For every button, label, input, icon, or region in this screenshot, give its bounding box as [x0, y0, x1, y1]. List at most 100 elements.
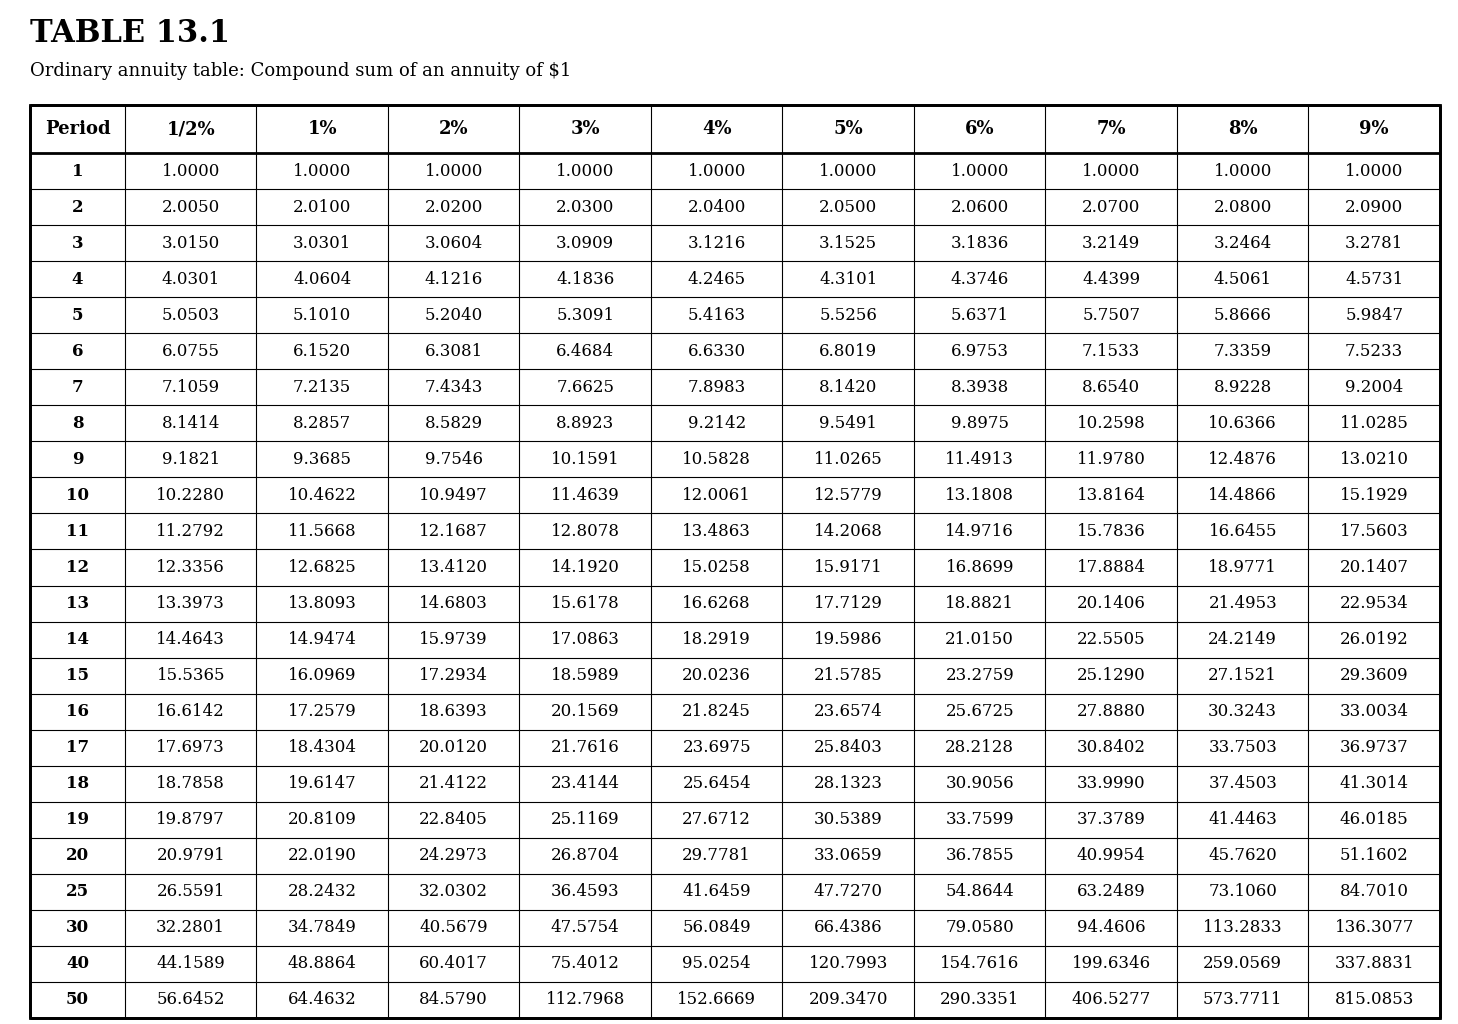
Text: 13.1808: 13.1808 [945, 486, 1015, 504]
Text: 23.6975: 23.6975 [682, 739, 751, 756]
Text: 26.0192: 26.0192 [1340, 631, 1408, 648]
Text: 18.2919: 18.2919 [682, 631, 751, 648]
Text: 27.1521: 27.1521 [1209, 667, 1277, 684]
Text: 8.1414: 8.1414 [162, 415, 220, 432]
Text: 20.9791: 20.9791 [156, 847, 225, 864]
Text: 18.8821: 18.8821 [945, 595, 1015, 612]
Text: 14.6803: 14.6803 [420, 595, 488, 612]
Text: 1.0000: 1.0000 [555, 163, 614, 179]
Text: 6.3081: 6.3081 [424, 343, 483, 359]
Text: 56.6452: 56.6452 [156, 991, 225, 1009]
Text: 3.2149: 3.2149 [1082, 234, 1140, 252]
Text: 19.6147: 19.6147 [287, 775, 357, 793]
Text: 1/2%: 1/2% [166, 120, 216, 138]
Text: 17.6973: 17.6973 [156, 739, 225, 756]
Text: 6.8019: 6.8019 [819, 343, 878, 359]
Text: 13.4863: 13.4863 [682, 523, 751, 540]
Text: 6.6330: 6.6330 [688, 343, 746, 359]
Text: 2.0700: 2.0700 [1082, 199, 1140, 216]
Text: 5.0503: 5.0503 [162, 306, 220, 324]
Text: 15.0258: 15.0258 [682, 559, 751, 575]
Text: 5.5256: 5.5256 [819, 306, 878, 324]
Text: 8%: 8% [1228, 120, 1258, 138]
Text: 3.1525: 3.1525 [819, 234, 878, 252]
Text: 406.5277: 406.5277 [1072, 991, 1150, 1009]
Text: 12.6825: 12.6825 [287, 559, 357, 575]
Text: 47.7270: 47.7270 [814, 884, 882, 900]
Text: 14.1920: 14.1920 [551, 559, 620, 575]
Text: 6%: 6% [965, 120, 994, 138]
Text: 15.9739: 15.9739 [420, 631, 488, 648]
Text: 9.2142: 9.2142 [688, 415, 746, 432]
Text: 4%: 4% [701, 120, 732, 138]
Text: 5: 5 [71, 306, 83, 324]
Text: 1: 1 [71, 163, 83, 179]
Text: 3.1836: 3.1836 [951, 234, 1009, 252]
Text: 16.0969: 16.0969 [289, 667, 357, 684]
Text: 20.0236: 20.0236 [682, 667, 751, 684]
Text: 40.5679: 40.5679 [420, 920, 488, 936]
Text: 6.4684: 6.4684 [555, 343, 614, 359]
Text: 2.0050: 2.0050 [162, 199, 220, 216]
Text: 5.1010: 5.1010 [293, 306, 351, 324]
Text: 21.4953: 21.4953 [1209, 595, 1277, 612]
Text: 3.2781: 3.2781 [1346, 234, 1404, 252]
Text: 10.9497: 10.9497 [420, 486, 488, 504]
Text: 154.7616: 154.7616 [940, 955, 1019, 973]
Text: 15: 15 [66, 667, 89, 684]
Text: 22.5505: 22.5505 [1077, 631, 1146, 648]
Text: 7%: 7% [1096, 120, 1126, 138]
Text: 11.4639: 11.4639 [551, 486, 620, 504]
Text: 13.8164: 13.8164 [1077, 486, 1146, 504]
Text: 4.1836: 4.1836 [555, 270, 614, 288]
Text: 37.3789: 37.3789 [1077, 811, 1146, 828]
Text: 10.6366: 10.6366 [1209, 415, 1277, 432]
Text: 94.4606: 94.4606 [1077, 920, 1146, 936]
Text: 14.9716: 14.9716 [945, 523, 1015, 540]
Text: 17.7129: 17.7129 [814, 595, 882, 612]
Text: 1.0000: 1.0000 [1346, 163, 1404, 179]
Text: 12.4876: 12.4876 [1209, 451, 1277, 468]
Text: 9.8975: 9.8975 [951, 415, 1009, 432]
Text: 8.1420: 8.1420 [819, 379, 878, 395]
Text: 75.4012: 75.4012 [551, 955, 620, 973]
Text: 63.2489: 63.2489 [1077, 884, 1146, 900]
Text: 8: 8 [71, 415, 83, 432]
Text: 9.2004: 9.2004 [1346, 379, 1404, 395]
Text: 20: 20 [66, 847, 89, 864]
Text: 25.6725: 25.6725 [945, 703, 1015, 720]
Text: 36.4593: 36.4593 [551, 884, 620, 900]
Text: 33.7503: 33.7503 [1209, 739, 1277, 756]
Text: 3.0909: 3.0909 [555, 234, 614, 252]
Text: 32.2801: 32.2801 [156, 920, 225, 936]
Text: 290.3351: 290.3351 [940, 991, 1019, 1009]
Text: 19.8797: 19.8797 [156, 811, 225, 828]
Text: 30: 30 [66, 920, 89, 936]
Text: 120.7993: 120.7993 [809, 955, 888, 973]
Text: 152.6669: 152.6669 [678, 991, 757, 1009]
Text: 14.4866: 14.4866 [1209, 486, 1277, 504]
Text: 337.8831: 337.8831 [1334, 955, 1414, 973]
Text: 13.4120: 13.4120 [420, 559, 488, 575]
Text: 18.7858: 18.7858 [156, 775, 225, 793]
Text: 4.0604: 4.0604 [293, 270, 351, 288]
Text: 199.6346: 199.6346 [1072, 955, 1150, 973]
Text: 18.6393: 18.6393 [420, 703, 488, 720]
Text: 2.0200: 2.0200 [424, 199, 483, 216]
Text: 66.4386: 66.4386 [814, 920, 882, 936]
Text: 36.7855: 36.7855 [945, 847, 1015, 864]
Text: 95.0254: 95.0254 [682, 955, 751, 973]
Text: 17.0863: 17.0863 [551, 631, 620, 648]
Text: 28.2432: 28.2432 [287, 884, 357, 900]
Text: 40: 40 [66, 955, 89, 973]
Text: 8.2857: 8.2857 [293, 415, 351, 432]
Text: 18.9771: 18.9771 [1209, 559, 1277, 575]
Text: 2: 2 [71, 199, 83, 216]
Text: 14.4643: 14.4643 [156, 631, 225, 648]
Text: 6.0755: 6.0755 [162, 343, 220, 359]
Text: 16.6455: 16.6455 [1209, 523, 1277, 540]
Text: 5.3091: 5.3091 [555, 306, 614, 324]
Text: 1.0000: 1.0000 [293, 163, 351, 179]
Text: 10: 10 [66, 486, 89, 504]
Text: 24.2149: 24.2149 [1209, 631, 1277, 648]
